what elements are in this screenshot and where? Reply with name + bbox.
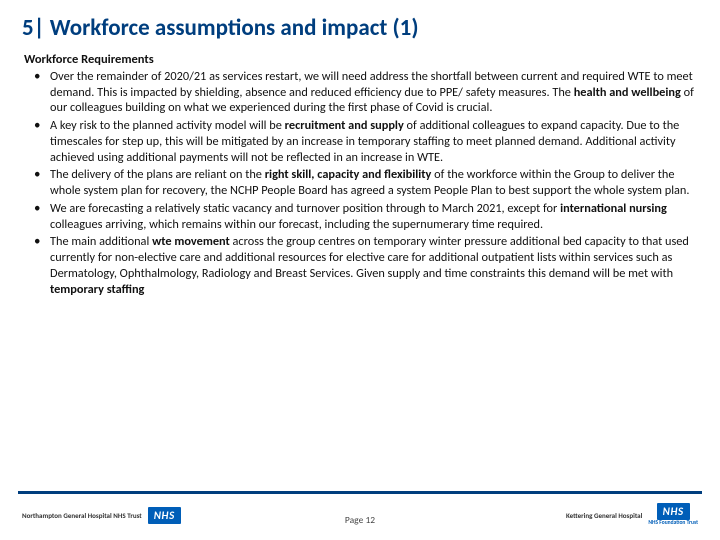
nhs-logo-icon: NHS [148,507,181,524]
bullet-text: The main additional [50,234,152,249]
bullet-list: Over the remainder of 2020/21 as service… [22,69,698,297]
nhs-logo-text: NHS [657,503,690,520]
slide: 5| Workforce assumptions and impact (1) … [0,0,720,540]
nhs-logo-icon: NHS NHS Foundation Trust [648,503,698,527]
divider [18,491,702,494]
bullet-bold: temporary staffing [50,282,144,297]
bullet-bold: recruitment and supply [285,118,404,133]
bullet-text: A key risk to the planned activity model… [50,118,285,133]
bullet-item: Over the remainder of 2020/21 as service… [50,69,698,116]
trust-name-left: Northampton General Hospital NHS Trust [22,512,142,519]
bullet-text: colleagues arriving, which remains withi… [50,217,543,232]
page-title: 5| Workforce assumptions and impact (1) [22,14,698,42]
footer-logo-left: Northampton General Hospital NHS Trust N… [22,507,181,524]
nhs-logo-text: NHS [148,507,181,524]
trust-name-right: Kettering General Hospital [566,512,642,519]
bullet-bold: health and wellbeing [574,85,681,100]
footer: Northampton General Hospital NHS Trust N… [0,498,720,532]
footer-logo-right: Kettering General Hospital NHS NHS Found… [566,503,698,527]
bullet-item: We are forecasting a relatively static v… [50,201,698,232]
bullet-text: We are forecasting a relatively static v… [50,201,560,216]
section-subheading: Workforce Requirements [24,52,698,67]
bullet-bold: wte movement [152,234,230,249]
bullet-item: A key risk to the planned activity model… [50,118,698,165]
bullet-text: The delivery of the plans are reliant on… [50,167,265,182]
bullet-item: The delivery of the plans are reliant on… [50,167,698,198]
bullet-bold: right skill, capacity and flexibility [265,167,432,182]
bullet-bold: international nursing [560,201,667,216]
bullet-item: The main additional wte movement across … [50,234,698,297]
nhs-logo-subtext: NHS Foundation Trust [648,521,698,527]
